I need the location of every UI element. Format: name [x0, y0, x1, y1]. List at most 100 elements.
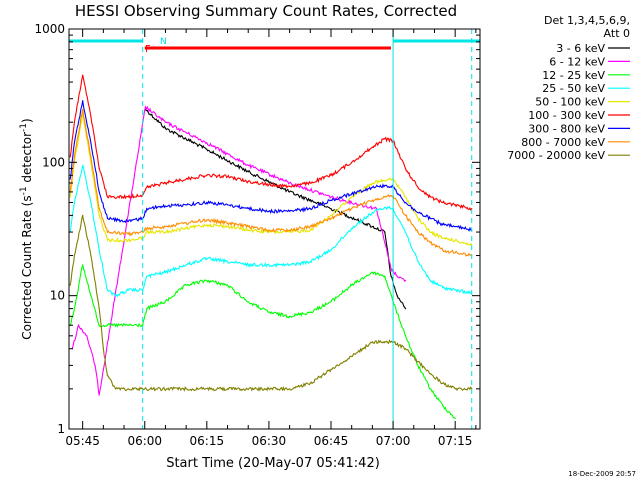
- data-point-7-26: [442, 224, 444, 226]
- data-point-5-12: [206, 224, 208, 226]
- flag-n-label: N: [160, 37, 167, 47]
- data-point-2-4: [94, 364, 96, 366]
- legend-label-9: 7000 - 20000 keV: [507, 149, 605, 162]
- data-point-9-5: [98, 308, 100, 310]
- data-point-6-15: [268, 184, 270, 186]
- data-point-9-6: [102, 348, 104, 350]
- data-point-9-19: [371, 341, 373, 343]
- data-point-2-6: [144, 106, 146, 108]
- data-point-8-10: [164, 225, 166, 228]
- legend-entry-6: 100 - 300 keV: [528, 109, 630, 122]
- data-point-1-4: [247, 171, 249, 173]
- data-point-4-10: [146, 275, 148, 277]
- x-axis-title: Start Time (20-May-07 05:41:42): [166, 456, 380, 471]
- data-point-7-16: [289, 210, 291, 212]
- data-point-3-15: [268, 311, 270, 313]
- data-point-7-3: [82, 100, 84, 102]
- data-point-7-27: [454, 225, 456, 228]
- data-point-9-8: [115, 388, 117, 390]
- data-point-9-9: [127, 388, 129, 390]
- legend-entry-2: 6 - 12 keV: [549, 55, 630, 68]
- data-point-5-16: [289, 231, 291, 233]
- data-point-6-2: [73, 121, 75, 123]
- data-point-5-24: [417, 217, 419, 219]
- data-point-5-26: [442, 237, 444, 239]
- y-tick-label-1: 1: [57, 422, 65, 436]
- data-point-5-15: [268, 231, 270, 233]
- y-axis-title: Corrected Count Rate (s-1 detector-1): [19, 118, 34, 339]
- data-point-6-9: [146, 186, 148, 188]
- data-point-4-20: [351, 227, 353, 229]
- data-point-6-23: [404, 167, 407, 169]
- data-point-3-5: [98, 324, 100, 326]
- data-point-9-25: [454, 388, 456, 390]
- plot-frame: [68, 28, 481, 430]
- data-point-3-12: [206, 279, 208, 282]
- data-point-6-18: [330, 174, 332, 176]
- data-point-3-23: [404, 335, 407, 337]
- data-point-9-24: [442, 382, 444, 384]
- data-point-9-18: [351, 355, 353, 358]
- series-1: [144, 108, 407, 310]
- data-point-3-17: [309, 311, 311, 313]
- data-point-6-21: [384, 138, 386, 140]
- data-point-2-14: [390, 267, 392, 270]
- x-tick-label-3: 06:15: [190, 434, 225, 448]
- data-point-7-18: [330, 199, 332, 201]
- data-point-2-5: [98, 394, 100, 396]
- data-point-8-26: [442, 249, 444, 251]
- data-point-9-21: [404, 348, 407, 350]
- data-point-3-18: [330, 301, 332, 303]
- data-point-2-8: [206, 142, 208, 144]
- data-point-3-25: [429, 388, 431, 390]
- legend-label-7: 300 - 800 keV: [528, 122, 605, 135]
- y-tick-label-2: 10: [50, 289, 65, 303]
- data-point-4-5: [98, 249, 100, 251]
- series-line-3: [69, 264, 456, 419]
- data-point-8-11: [185, 222, 187, 224]
- x-tick-label-6: 07:00: [376, 434, 411, 448]
- data-point-7-5: [98, 191, 100, 193]
- legend-entry-3: 12 - 25 keV: [542, 69, 630, 82]
- legend-label-2: 6 - 12 keV: [549, 55, 605, 68]
- y-tick-label-3: 100: [42, 155, 65, 169]
- data-point-7-6: [106, 217, 109, 219]
- data-point-6-14: [247, 180, 249, 182]
- legend-entry-9: 7000 - 20000 keV: [507, 149, 630, 162]
- data-point-6-6: [106, 196, 109, 198]
- data-point-9-11: [152, 388, 154, 390]
- data-point-6-13: [226, 176, 229, 178]
- data-point-6-27: [454, 204, 456, 206]
- data-point-9-17: [330, 368, 332, 370]
- data-point-5-19: [351, 196, 353, 198]
- data-point-1-3: [206, 148, 208, 150]
- data-point-1-8: [384, 231, 386, 233]
- data-point-7-17: [309, 208, 311, 210]
- data-point-9-16: [309, 382, 311, 384]
- data-point-6-1: [69, 156, 71, 158]
- data-point-3-7: [127, 324, 129, 326]
- data-point-4-11: [164, 271, 166, 273]
- legend-label-5: 50 - 100 keV: [535, 96, 605, 109]
- flag-f-label: F: [145, 44, 151, 55]
- data-point-3-27: [454, 417, 456, 419]
- data-point-6-16: [289, 185, 291, 187]
- data-point-6-24: [417, 186, 419, 188]
- data-point-5-1: [69, 196, 71, 198]
- series-line-7: [69, 100, 472, 232]
- data-point-5-9: [146, 231, 148, 233]
- data-point-3-4: [90, 295, 92, 297]
- data-point-8-24: [417, 231, 419, 233]
- data-point-6-4: [90, 116, 92, 118]
- data-point-4-19: [330, 249, 332, 251]
- data-point-4-12: [185, 264, 187, 266]
- x-tick-label-5: 06:45: [314, 434, 349, 448]
- data-point-1-9: [390, 275, 392, 277]
- data-point-4-3: [82, 164, 84, 166]
- data-point-7-12: [206, 201, 208, 204]
- legend-entry-4: 25 - 50 keV: [542, 82, 630, 95]
- data-point-6-12: [206, 174, 208, 176]
- data-point-5-25: [429, 231, 431, 233]
- data-point-4-7: [115, 295, 117, 297]
